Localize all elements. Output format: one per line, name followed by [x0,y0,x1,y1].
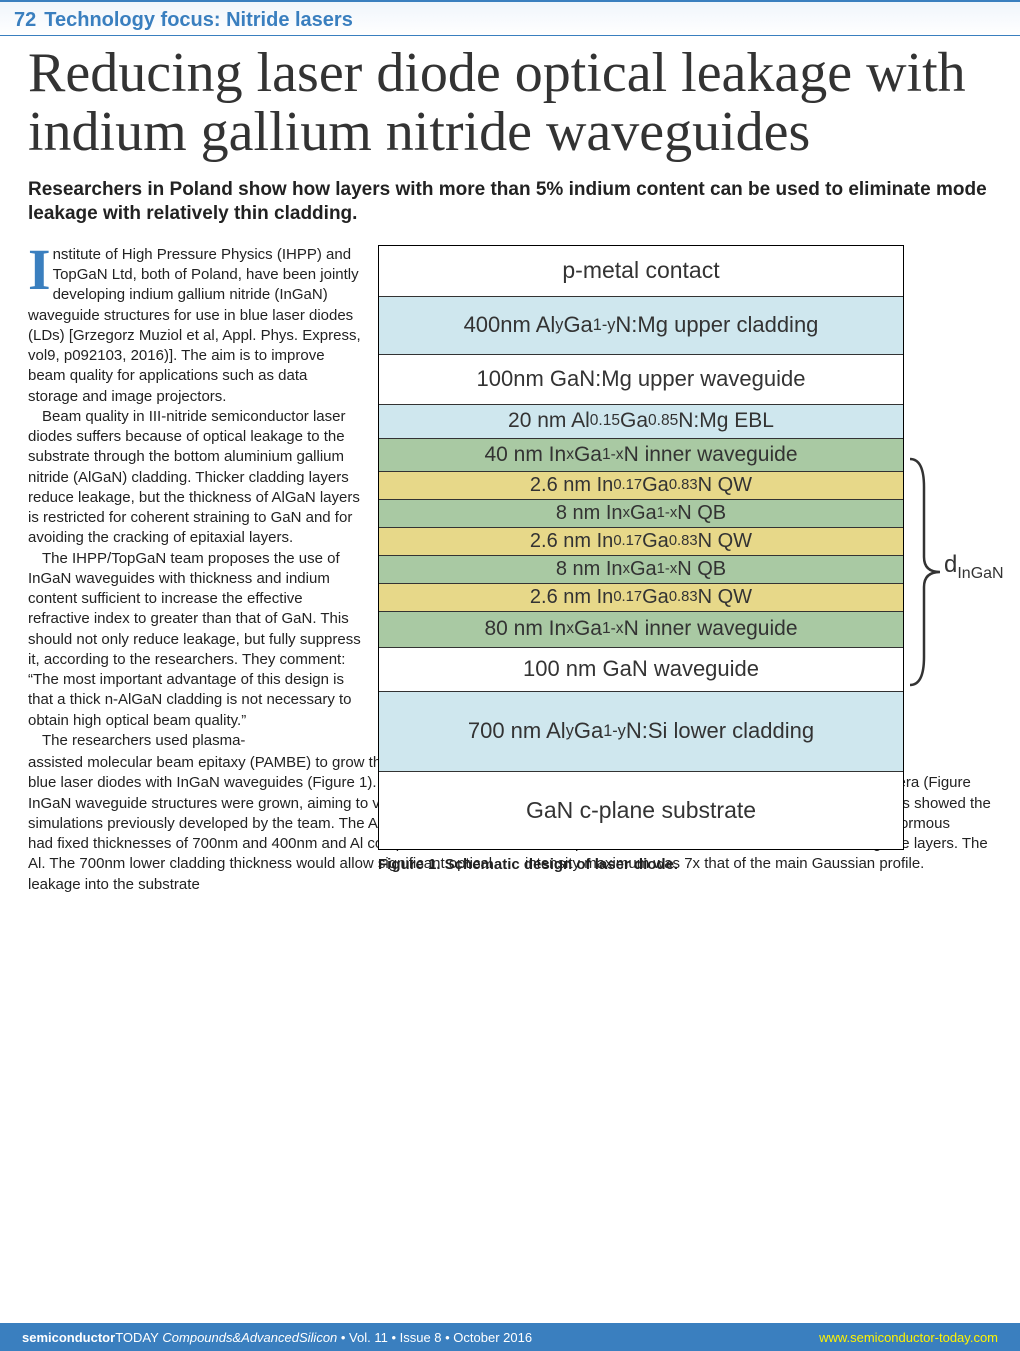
footer-url: www.semiconductor-today.com [819,1330,998,1345]
diagram-layer: 40 nm InxGa1-xN inner waveguide [379,438,903,471]
figure-1: p-metal contact400nm AlyGa1-yN:Mg upper … [378,245,992,873]
footer-brand: semiconductorTODAY [22,1330,159,1345]
footer-left: semiconductorTODAY Compounds&AdvancedSil… [22,1330,532,1345]
footer-tagline: Compounds&AdvancedSilicon [159,1330,341,1345]
article-content: Reducing laser diode optical leakage wit… [0,36,1020,895]
figure-caption: Figure 1. Schematic design of laser diod… [378,856,992,873]
diagram-layer: 8 nm InxGa1-xN QB [379,555,903,583]
diagram-layer: 2.6 nm In0.17Ga0.83N QW [379,583,903,611]
diagram-layer: 20 nm Al0.15Ga0.85N:Mg EBL [379,404,903,438]
diagram-layer: 100nm GaN:Mg upper waveguide [379,354,903,404]
page-header: 72 Technology focus: Nitride lasers [0,0,1020,36]
section-title: Technology focus: Nitride lasers [44,9,353,32]
page-footer: semiconductorTODAY Compounds&AdvancedSil… [0,1323,1020,1351]
para-4a: The researchers used plasma- [28,731,361,751]
layer-diagram: p-metal contact400nm AlyGa1-yN:Mg upper … [378,245,904,850]
diagram-layer: GaN c-plane substrate [379,771,903,849]
footer-issue: • Vol. 11 • Issue 8 • October 2016 [341,1330,532,1345]
diagram-layer: 2.6 nm In0.17Ga0.83N QW [379,471,903,499]
diagram-layer: 8 nm InxGa1-xN QB [379,499,903,527]
para-3: The IHPP/TopGaN team proposes the use of… [28,549,361,731]
para-1: Institute of High Pressure Physics (IHPP… [28,245,361,407]
body-wrap: Institute of High Pressure Physics (IHPP… [28,245,992,751]
d-ingan-label: dInGaN [944,551,1004,583]
diagram-layer: 700 nm AlyGa1-yN:Si lower cladding [379,691,903,771]
diagram-layer: 80 nm InxGa1-xN inner waveguide [379,611,903,647]
deck: Researchers in Poland show how layers wi… [28,178,992,227]
para-1-text: nstitute of High Pressure Physics (IHPP)… [28,246,361,405]
diagram-layer: 100 nm GaN waveguide [379,647,903,691]
para-2: Beam quality in III-nitride semiconducto… [28,407,361,549]
dropcap: I [28,247,51,293]
diagram-layer: p-metal contact [379,246,903,296]
page-number: 72 [14,9,36,32]
diagram-layer: 400nm AlyGa1-yN:Mg upper cladding [379,296,903,354]
headline: Reducing laser diode optical leakage wit… [28,44,992,162]
left-column: Institute of High Pressure Physics (IHPP… [28,245,361,751]
diagram-layer: 2.6 nm In0.17Ga0.83N QW [379,527,903,555]
